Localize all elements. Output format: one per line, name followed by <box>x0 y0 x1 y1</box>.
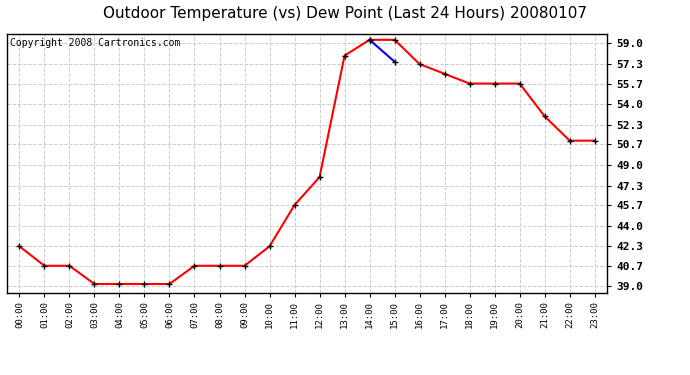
Text: Outdoor Temperature (vs) Dew Point (Last 24 Hours) 20080107: Outdoor Temperature (vs) Dew Point (Last… <box>103 6 587 21</box>
Text: Copyright 2008 Cartronics.com: Copyright 2008 Cartronics.com <box>10 38 180 48</box>
